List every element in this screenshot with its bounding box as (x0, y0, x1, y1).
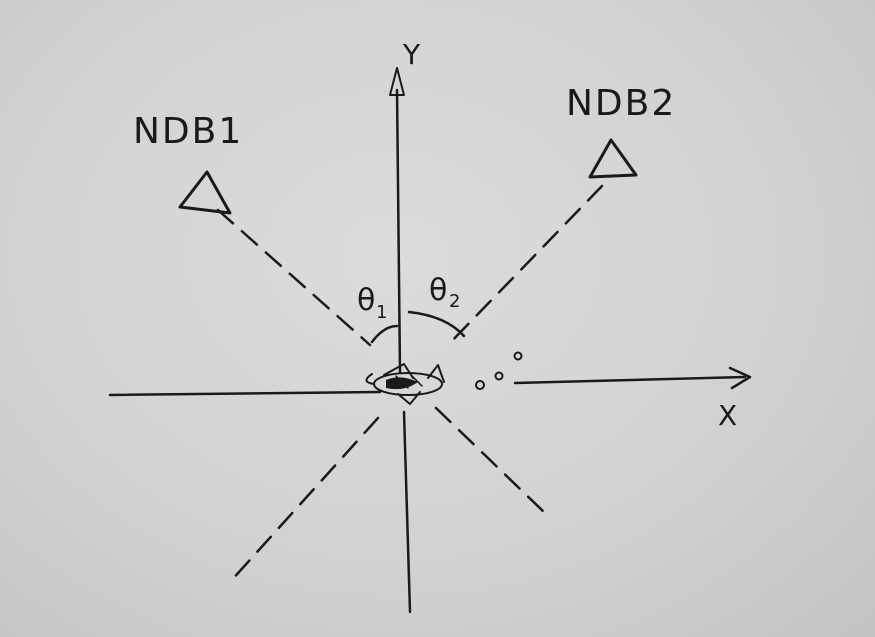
ndb2-bearing-line (446, 184, 604, 347)
theta1-subscript: 1 (376, 302, 387, 323)
y-axis-lower-line (402, 410, 412, 614)
airplane-lower-wing (397, 391, 421, 405)
motion-circle (513, 351, 523, 361)
theta2-subscript: 2 (449, 291, 460, 312)
theta2-label: θ (429, 273, 447, 308)
x-axis-left-line (108, 390, 382, 397)
airplane-icon (365, 363, 445, 405)
airplane-nose (365, 373, 375, 385)
airplane-upper-wing (383, 363, 414, 379)
theta1-label: θ (357, 283, 375, 318)
ndb1-bearing-line (216, 208, 372, 347)
y-axis-upper-line (395, 88, 402, 374)
airplane-tail (427, 364, 445, 383)
y-axis-label: Y (402, 38, 421, 71)
airplane-shading (386, 377, 418, 390)
ndb2-triangle-icon (588, 138, 638, 179)
ndb1-reciprocal-line (434, 406, 547, 515)
motion-circle (475, 380, 485, 390)
theta2-arc (407, 310, 466, 338)
ndb2-reciprocal-line (228, 416, 380, 584)
x-axis-arrowhead (728, 366, 752, 390)
ndb1-triangle-icon (178, 170, 232, 215)
y-axis-arrowhead (389, 67, 405, 96)
motion-circle (494, 371, 504, 381)
theta1-arc (370, 324, 399, 344)
airplane-detail (395, 375, 423, 389)
x-axis-right-line (513, 375, 747, 385)
x-axis-label: X (718, 399, 737, 432)
ndb2-label: NDB2 (566, 83, 676, 124)
ndb1-label: NDB1 (133, 111, 243, 152)
